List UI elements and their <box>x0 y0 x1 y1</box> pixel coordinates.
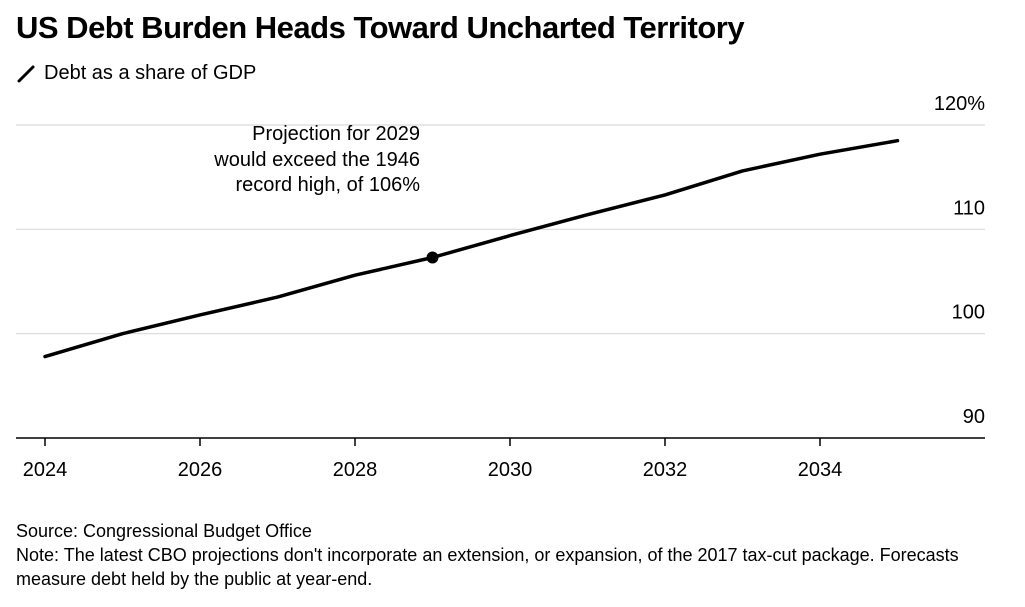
line-chart: 90 100 110 120% 2024 2026 2028 2030 2032 2034 <box>16 93 985 481</box>
annotation-text: Projection for 2029 would exceed the 194… <box>214 123 420 196</box>
chart-footer: Source: Congressional Budget Office Note… <box>16 519 1006 591</box>
x-tick-label-2028: 2028 <box>333 459 378 481</box>
x-tick-label-2032: 2032 <box>643 459 688 481</box>
annotation-marker-2029 <box>426 251 439 264</box>
y-tick-label-90: 90 <box>963 406 985 428</box>
x-tick-label-2030: 2030 <box>488 459 533 481</box>
x-tick-label-2026: 2026 <box>178 459 223 481</box>
subtitle-text: Debt as a share of GDP <box>44 62 257 84</box>
y-tick-label-100: 100 <box>952 302 985 324</box>
x-tick-label-2024: 2024 <box>23 459 68 481</box>
source-text: Source: Congressional Budget Office <box>16 521 312 541</box>
x-tick-label-2034: 2034 <box>798 459 843 481</box>
note-text: Note: The latest CBO projections don't i… <box>16 545 959 589</box>
chart-title: US Debt Burden Heads Toward Uncharted Te… <box>16 10 745 45</box>
y-tick-label-120: 120% <box>934 93 985 115</box>
line-legend-icon <box>17 65 35 82</box>
series-line-debt-share <box>43 138 900 359</box>
chart-subtitle: Debt as a share of GDP <box>16 62 256 85</box>
y-tick-label-110: 110 <box>953 197 985 219</box>
